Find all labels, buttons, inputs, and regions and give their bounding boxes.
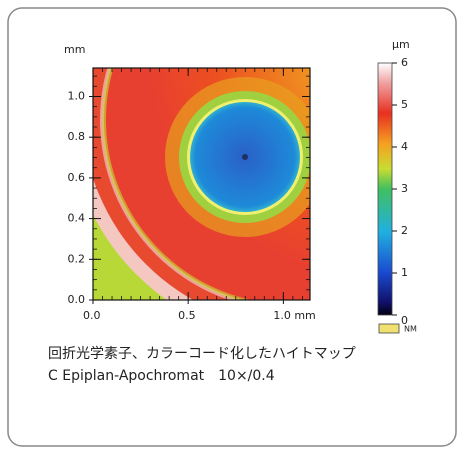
nm-swatch: [378, 323, 400, 334]
colorbar-tick-label: 1: [401, 266, 408, 279]
y-tick-label: 0.6: [68, 171, 86, 184]
colorbar-tick-label: 2: [401, 224, 408, 237]
x-tick-label: 1.0 mm: [273, 309, 315, 322]
y-tick-label: 0.2: [68, 252, 86, 265]
colorbar-tick-label: 4: [401, 140, 408, 153]
caption: 回折光学素子、カラーコード化したハイトマップ: [48, 346, 356, 362]
nm-label: NM: [404, 325, 417, 334]
plot-frame: [92, 67, 311, 301]
y-tick-label: 0.4: [68, 212, 86, 225]
y-tick-label: 1.0: [68, 89, 86, 102]
x-tick-label: 0.5: [178, 309, 196, 322]
caption: C Epiplan-Apochromat 10×/0.4: [48, 368, 275, 384]
y-tick-label: 0.0: [68, 293, 86, 306]
x-tick-label: 0.0: [83, 309, 101, 322]
colorbar: [377, 62, 393, 316]
colorbar-tick-label: 0: [401, 314, 408, 327]
colorbar-tick-label: 3: [401, 182, 408, 195]
y-axis-unit: mm: [64, 43, 85, 56]
colorbar-tick-label: 6: [401, 56, 408, 69]
y-tick-label: 0.8: [68, 130, 86, 143]
colorbar-tick-label: 5: [401, 98, 408, 111]
colorbar-unit: μm: [392, 38, 410, 51]
height-map: [93, 68, 310, 300]
